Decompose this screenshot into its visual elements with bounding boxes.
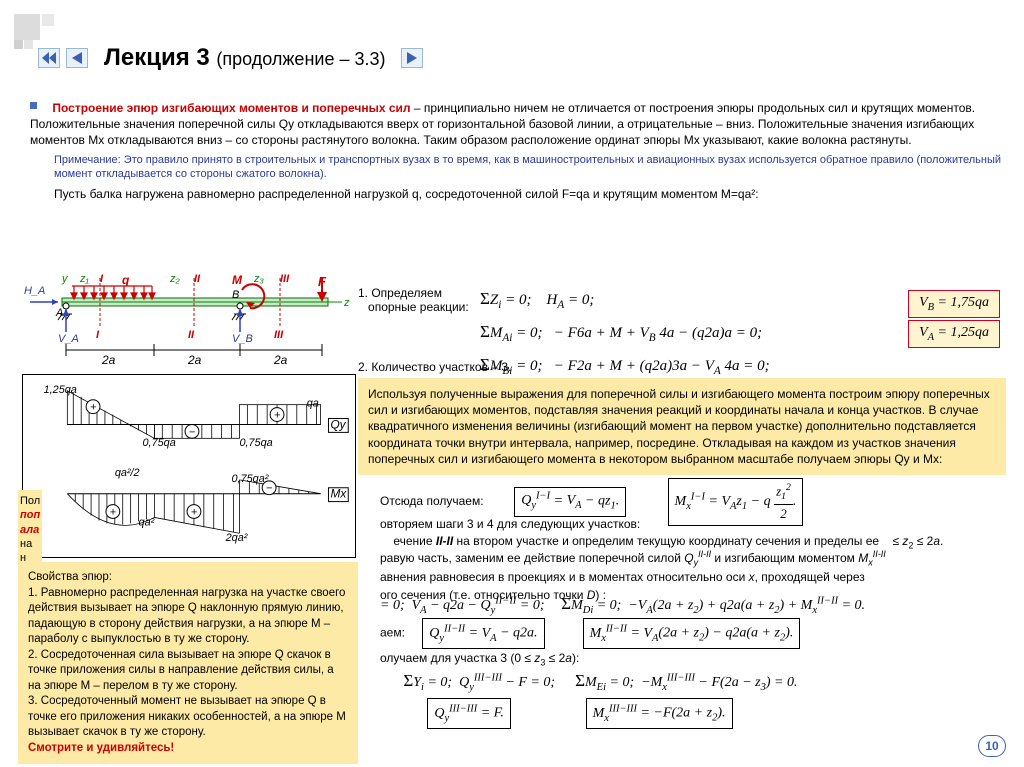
svg-text:0,75qa: 0,75qa	[239, 437, 272, 449]
page-title: Лекция 3 (продолжение – 3.3)	[104, 44, 385, 72]
nav-first-button[interactable]	[38, 48, 60, 68]
eq-box-q2: QyII−II = VA − q2a.	[422, 618, 544, 649]
result-va: VA = 1,25qa	[908, 320, 1000, 348]
intro-paragraph: Построение эпюр изгибающих моментов и по…	[30, 100, 1006, 149]
svg-text:0,75qa²: 0,75qa²	[232, 473, 269, 485]
nav-prev-button[interactable]	[66, 48, 88, 68]
svg-text:z: z	[343, 297, 350, 309]
eq-box-m3: MxIII−III = −F(2a + z2).	[586, 698, 733, 729]
intro-lead: Построение эпюр изгибающих моментов и по…	[52, 101, 410, 115]
svg-text:Qy: Qy	[330, 417, 346, 431]
beam-loading-diagram: y z₁ I q z₂ II M z₃ III F z H_A A V_A I …	[22, 272, 356, 370]
svg-text:−: −	[189, 426, 195, 438]
svg-text:y: y	[61, 273, 69, 285]
svg-text:0,75qa: 0,75qa	[143, 437, 176, 449]
svg-text:+: +	[90, 402, 96, 414]
section3-results: QyIII−III = F. MxIII−III = −F(2a + z2).	[380, 698, 1006, 729]
svg-text:qa²/2: qa²/2	[115, 467, 140, 479]
main-content: Построение эпюр изгибающих моментов и по…	[30, 100, 1006, 201]
properties-highlight: Свойства эпюр: 1. Равномерно распределен…	[18, 562, 358, 764]
eq-box-q3: QyIII−III = F.	[427, 698, 511, 729]
triangle-left-icon	[72, 52, 82, 64]
svg-text:III: III	[274, 329, 284, 341]
svg-text:I: I	[100, 273, 104, 285]
svg-text:2a: 2a	[187, 353, 202, 367]
svg-text:H_A: H_A	[24, 285, 45, 297]
step-1-label: 1. Определяем опорные реакции:	[358, 286, 469, 314]
svg-text:V_A: V_A	[58, 333, 79, 345]
svg-text:III: III	[280, 273, 290, 285]
bullet-icon	[30, 102, 37, 109]
title-bar: Лекция 3 (продолжение – 3.3)	[38, 44, 423, 72]
svg-text:Mx: Mx	[330, 487, 347, 501]
svg-text:q: q	[122, 273, 130, 287]
svg-text:2a: 2a	[273, 353, 288, 367]
rewind-icon	[42, 52, 56, 64]
svg-text:+: +	[110, 506, 116, 518]
svg-text:B: B	[232, 289, 239, 301]
triangle-right-icon	[407, 52, 417, 64]
page-number: 10	[978, 735, 1006, 757]
eq-box-m2: MxII−II = VA(2a + z2) − q2a(a + z2).	[583, 618, 801, 649]
svg-text:1,25qa: 1,25qa	[44, 384, 77, 396]
svg-text:M: M	[232, 273, 243, 287]
svg-text:II: II	[188, 329, 195, 341]
svg-text:z₃: z₃	[253, 273, 265, 285]
svg-text:z₁: z₁	[79, 273, 90, 285]
svg-text:A: A	[55, 307, 63, 319]
left-truncated-box: Пол поп ала на н	[18, 490, 42, 569]
section2-equations: = 0; VA − q2a − QyII−II = 0; ΣMDi = 0; −…	[380, 592, 1006, 649]
svg-text:I: I	[96, 329, 100, 341]
svg-text:z₂: z₂	[169, 273, 181, 285]
svg-text:2qa²: 2qa²	[225, 532, 248, 544]
algorithm-highlight: Используя полученные выражения для попер…	[358, 378, 1006, 475]
svg-text:V_B: V_B	[232, 333, 253, 345]
section3-intro: олучаем для участка 3 (0 ≤ z3 ≤ 2a): ΣYi…	[380, 650, 1006, 695]
svg-text:+: +	[274, 410, 280, 422]
svg-text:+: +	[191, 506, 197, 518]
nav-next-button[interactable]	[401, 48, 423, 68]
svg-text:2a: 2a	[101, 353, 116, 367]
svg-text:qa: qa	[307, 398, 319, 410]
shear-moment-diagram: 1,25qa qa 0,75qa 0,75qa Qy + − + Mx qa²/…	[22, 374, 356, 558]
result-vb: VB = 1,75qa	[908, 290, 1000, 318]
svg-text:−: −	[266, 483, 272, 495]
eq-box-q1: QyI−I = VA − qz1.	[514, 487, 626, 517]
intro-note: Примечание: Это правило принято в строит…	[54, 153, 1006, 182]
intro-given: Пусть балка нагружена равномерно распред…	[54, 187, 1006, 201]
svg-text:II: II	[194, 273, 201, 285]
repeat-steps: овторяем шаги 3 и 4 для следующих участк…	[380, 516, 1006, 552]
